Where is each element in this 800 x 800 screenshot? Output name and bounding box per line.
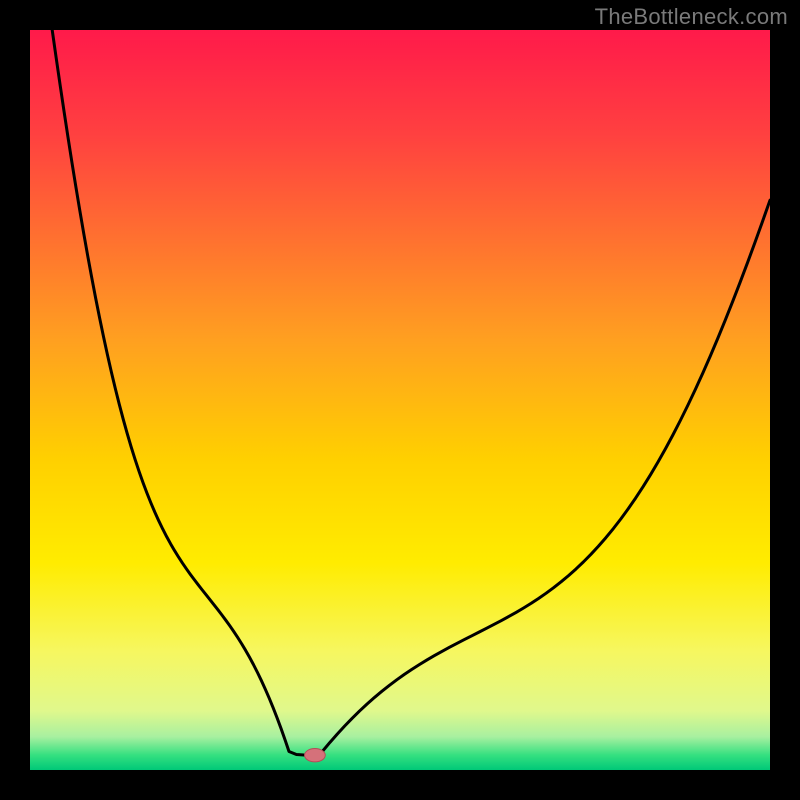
bottleneck-chart [30, 30, 770, 770]
watermark-label: TheBottleneck.com [595, 4, 788, 30]
chart-background-gradient [30, 30, 770, 770]
chart-canvas [30, 30, 770, 770]
optimal-point-marker [305, 749, 326, 762]
